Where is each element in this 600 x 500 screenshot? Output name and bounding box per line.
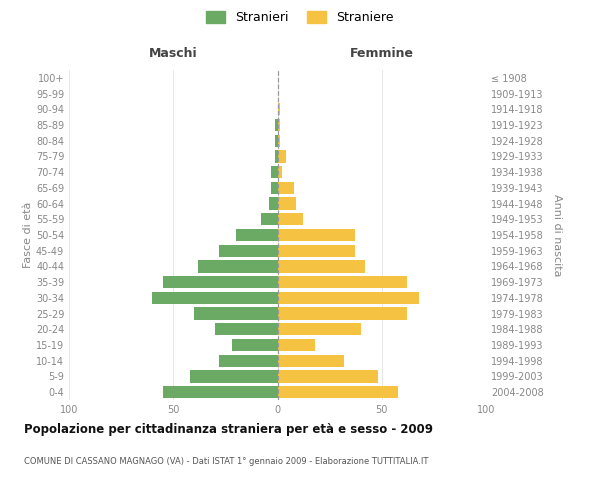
Bar [271,182,277,194]
Bar [277,244,355,257]
Bar [277,276,407,288]
Bar [277,182,294,194]
Bar [275,119,277,131]
Bar [277,292,419,304]
Y-axis label: Anni di nascita: Anni di nascita [552,194,562,276]
Bar [194,308,277,320]
Bar [190,370,277,382]
Bar [219,244,277,257]
Bar [152,292,277,304]
Text: COMUNE DI CASSANO MAGNAGO (VA) - Dati ISTAT 1° gennaio 2009 - Elaborazione TUTTI: COMUNE DI CASSANO MAGNAGO (VA) - Dati IS… [24,458,428,466]
Text: Popolazione per cittadinanza straniera per età e sesso - 2009: Popolazione per cittadinanza straniera p… [24,422,433,436]
Bar [277,166,281,178]
Bar [277,370,377,382]
Bar [277,354,344,367]
Legend: Stranieri, Straniere: Stranieri, Straniere [202,6,398,29]
Bar [277,150,286,162]
Bar [275,134,277,147]
Bar [277,198,296,209]
Bar [198,260,277,272]
Bar [277,119,280,131]
Bar [219,354,277,367]
Bar [277,308,407,320]
Bar [215,323,277,336]
Bar [277,339,315,351]
Bar [271,166,277,178]
Bar [275,150,277,162]
Bar [261,213,277,226]
Bar [277,386,398,398]
Bar [277,260,365,272]
Bar [236,229,277,241]
Bar [163,276,277,288]
Bar [232,339,277,351]
Bar [277,134,280,147]
Bar [277,229,355,241]
Text: Maschi: Maschi [149,47,197,60]
Bar [269,198,277,209]
Bar [163,386,277,398]
Bar [277,103,280,116]
Bar [277,323,361,336]
Y-axis label: Fasce di età: Fasce di età [23,202,33,268]
Text: Femmine: Femmine [350,47,414,60]
Bar [277,213,302,226]
